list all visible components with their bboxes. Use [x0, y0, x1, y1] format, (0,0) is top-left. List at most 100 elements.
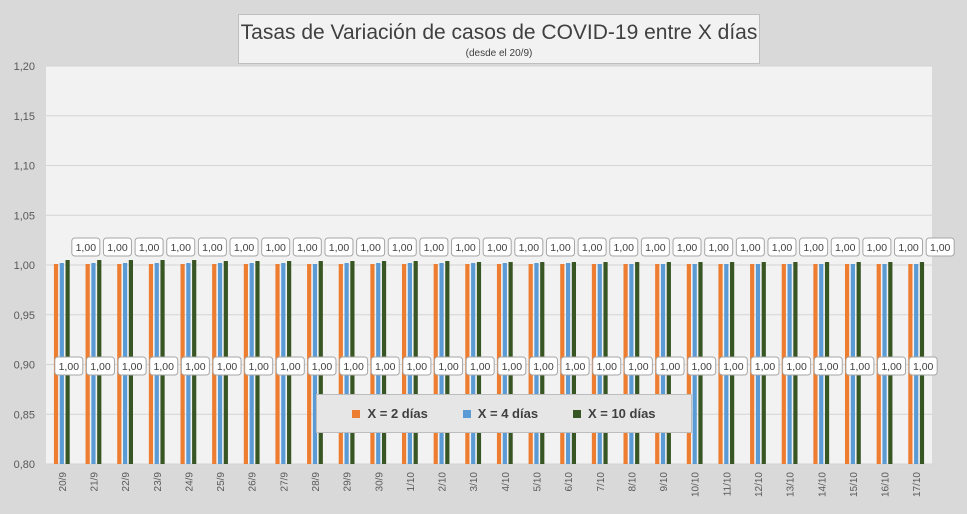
data-label-lower: 1,00: [122, 361, 143, 373]
x-tick-label: 1/10: [406, 472, 417, 492]
legend-item-x2: X = 2 días: [352, 406, 428, 421]
data-label-lower-box: [655, 356, 685, 376]
data-label-upper: 1,00: [930, 242, 951, 254]
x-tick-label: 25/9: [216, 472, 227, 492]
data-label-upper: 1,00: [455, 242, 476, 254]
data-label-lower: 1,00: [407, 361, 428, 373]
data-label-upper: 1,00: [329, 242, 350, 254]
data-label-lower-box: [687, 356, 717, 376]
x-tick-label: 3/10: [469, 472, 480, 492]
data-label-upper-box: [134, 237, 164, 257]
data-label-lower: 1,00: [312, 361, 333, 373]
data-label-lower: 1,00: [470, 361, 491, 373]
data-label-upper: 1,00: [867, 242, 888, 254]
data-label-lower: 1,00: [90, 361, 111, 373]
data-label-upper: 1,00: [550, 242, 571, 254]
x-tick-label: 2/10: [438, 472, 449, 492]
data-label-upper: 1,00: [835, 242, 856, 254]
data-label-lower-box: [149, 356, 179, 376]
data-label-lower-box: [497, 356, 527, 376]
data-label-lower: 1,00: [154, 361, 175, 373]
x-tick-label: 28/9: [311, 472, 322, 492]
data-label-upper-box: [704, 237, 734, 257]
data-label-lower-box: [877, 356, 907, 376]
data-label-upper-box: [862, 237, 892, 257]
data-label-lower-box: [813, 356, 843, 376]
y-tick-label: 0,80: [14, 459, 35, 471]
data-label-lower-box: [750, 356, 780, 376]
data-label-lower: 1,00: [818, 361, 839, 373]
x-tick-label: 23/9: [153, 472, 164, 492]
legend-label-x2: X = 2 días: [367, 406, 428, 421]
data-label-upper-box: [166, 237, 196, 257]
data-label-upper-box: [292, 237, 322, 257]
x-tick-label: 29/9: [343, 472, 354, 492]
data-label-lower-box: [180, 356, 210, 376]
data-label-lower-box: [212, 356, 242, 376]
data-label-lower-box: [339, 356, 369, 376]
data-label-lower-box: [244, 356, 274, 376]
data-label-lower: 1,00: [597, 361, 618, 373]
data-label-upper: 1,00: [171, 242, 192, 254]
data-label-upper-box: [514, 237, 544, 257]
x-tick-label: 5/10: [532, 472, 543, 492]
data-label-upper-box: [451, 237, 481, 257]
data-label-lower: 1,00: [533, 361, 554, 373]
data-label-upper-box: [545, 237, 575, 257]
data-label-upper: 1,00: [898, 242, 919, 254]
data-label-upper-box: [102, 237, 132, 257]
legend-item-x4: X = 4 días: [462, 406, 538, 421]
data-label-lower: 1,00: [850, 361, 871, 373]
data-label-lower-box: [560, 356, 590, 376]
x-tick-label: 6/10: [564, 472, 575, 492]
y-tick-label: 1,15: [14, 111, 35, 123]
x-tick-label: 10/10: [691, 472, 702, 497]
data-label-lower: 1,00: [881, 361, 902, 373]
data-label-upper-box: [894, 237, 924, 257]
y-tick-label: 0,90: [14, 360, 35, 372]
x-tick-label: 11/10: [722, 472, 733, 497]
x-tick-label: 14/10: [817, 472, 828, 497]
data-label-lower: 1,00: [691, 361, 712, 373]
data-label-lower: 1,00: [248, 361, 269, 373]
data-label-upper: 1,00: [772, 242, 793, 254]
data-label-upper: 1,00: [202, 242, 223, 254]
x-tick-label: 24/9: [184, 472, 195, 492]
data-label-lower-box: [528, 356, 558, 376]
chart-title-box: Tasas de Variación de casos de COVID-19 …: [238, 14, 760, 64]
data-label-lower-box: [85, 356, 115, 376]
x-tick-label: 30/9: [374, 472, 385, 492]
data-label-upper: 1,00: [677, 242, 698, 254]
data-label-upper-box: [197, 237, 227, 257]
data-label-upper: 1,00: [360, 242, 381, 254]
data-label-upper-box: [640, 237, 670, 257]
x-tick-label: 15/10: [849, 472, 860, 497]
x-tick-label: 8/10: [627, 472, 638, 492]
x-tick-label: 21/9: [89, 472, 100, 492]
data-label-lower-box: [117, 356, 147, 376]
data-label-upper: 1,00: [76, 242, 97, 254]
data-label-lower: 1,00: [59, 361, 80, 373]
x-tick-label: 20/9: [58, 472, 69, 492]
data-label-upper: 1,00: [107, 242, 128, 254]
x-tick-label: 9/10: [659, 472, 670, 492]
chart-legend: X = 2 días X = 4 días X = 10 días: [316, 394, 692, 433]
x-tick-label: 12/10: [754, 472, 765, 497]
data-label-lower: 1,00: [628, 361, 649, 373]
data-label-upper: 1,00: [424, 242, 445, 254]
data-label-lower: 1,00: [217, 361, 238, 373]
x-tick-label: 26/9: [248, 472, 259, 492]
legend-item-x10: X = 10 días: [572, 406, 656, 421]
y-tick-label: 0,85: [14, 409, 35, 421]
legend-label-x10: X = 10 días: [587, 406, 656, 421]
x-tick-label: 16/10: [881, 472, 892, 497]
data-label-upper: 1,00: [297, 242, 318, 254]
data-label-lower-box: [592, 356, 622, 376]
data-label-upper-box: [261, 237, 291, 257]
data-label-lower: 1,00: [185, 361, 206, 373]
data-label-upper: 1,00: [740, 242, 761, 254]
data-label-lower: 1,00: [375, 361, 396, 373]
chart-subtitle: (desde el 20/9): [465, 48, 533, 59]
data-label-upper-box: [735, 237, 765, 257]
x-tick-label: 4/10: [501, 472, 512, 492]
